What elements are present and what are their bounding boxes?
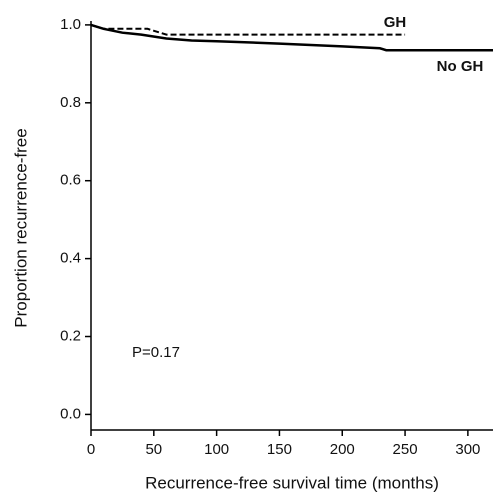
x-tick-label: 100	[204, 441, 229, 458]
y-tick-label: 0.2	[60, 327, 81, 344]
x-tick-label: 50	[145, 441, 162, 458]
annotation: P=0.17	[132, 344, 180, 361]
y-tick-label: 0.8	[60, 94, 81, 111]
x-axis-label: Recurrence-free survival time (months)	[145, 473, 439, 492]
x-tick-label: 250	[393, 441, 418, 458]
series-label: GH	[384, 14, 407, 31]
x-tick-label: 300	[455, 441, 480, 458]
x-tick-label: 150	[267, 441, 292, 458]
y-tick-label: 1.0	[60, 16, 81, 33]
x-tick-label: 200	[330, 441, 355, 458]
y-axis-label: Proportion recurrence-free	[11, 128, 30, 327]
y-tick-label: 0.4	[60, 250, 81, 267]
survival-curve	[90, 23, 493, 52]
y-tick-label: 0.6	[60, 172, 81, 189]
x-tick-label: 0	[87, 441, 95, 458]
series-label: No GH	[437, 58, 484, 75]
y-tick-label: 0.0	[60, 405, 81, 422]
